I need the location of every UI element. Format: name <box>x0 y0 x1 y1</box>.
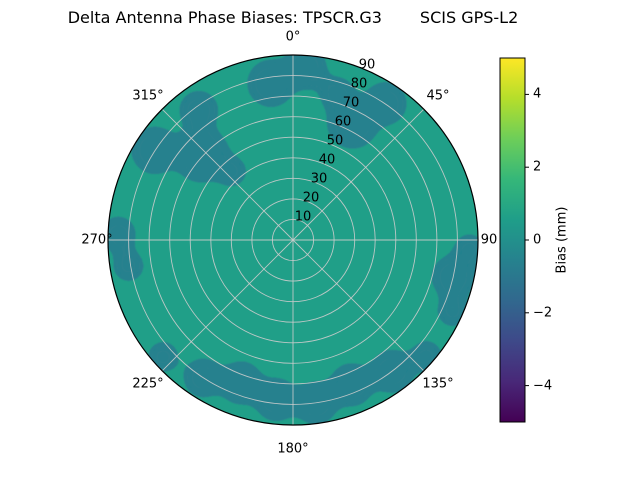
polar-plot-canvas <box>107 54 479 426</box>
colorbar-tick-label-0: 0 <box>533 233 541 248</box>
angular-tick-label-315: 315° <box>132 89 163 104</box>
radial-tick-label-10: 10 <box>295 210 312 225</box>
angular-tick-label-270: 270° <box>81 233 112 248</box>
colorbar-axis-label: Bias (mm) <box>555 207 570 274</box>
angular-tick-label-45: 45° <box>426 89 449 104</box>
chart-title-right: SCIS GPS-L2 <box>419 8 519 27</box>
colorbar-tick-label-neg2: −2 <box>533 306 552 321</box>
angular-tick-label-135: 135° <box>422 377 453 392</box>
colorbar-tick-label-2: 2 <box>533 160 541 175</box>
colorbar-tick-label-neg4: −4 <box>533 379 552 394</box>
radial-tick-label-80: 80 <box>351 77 368 92</box>
radial-tick-label-70: 70 <box>343 96 360 111</box>
angular-tick-label-90: 90 <box>481 233 498 248</box>
chart-title-left: Delta Antenna Phase Biases: TPSCR.G3 <box>67 8 382 27</box>
angular-tick-label-0: 0° <box>286 30 301 45</box>
radial-tick-label-20: 20 <box>303 191 320 206</box>
radial-tick-labels: 10 20 30 40 50 60 70 80 90 <box>295 58 376 225</box>
angular-tick-label-225: 225° <box>132 377 163 392</box>
radial-tick-label-60: 60 <box>335 115 352 130</box>
radial-tick-label-50: 50 <box>327 134 344 149</box>
colorbar-tick-labels: −4 −2 0 2 4 <box>533 87 552 394</box>
radial-tick-label-30: 30 <box>311 172 328 187</box>
angular-tick-labels: 0° 45° 90 135° 180° 225° 270° 315° <box>81 30 497 457</box>
radial-tick-label-90: 90 <box>359 58 376 73</box>
colorbar-tick-label-4: 4 <box>533 87 541 102</box>
colorbar <box>499 57 529 423</box>
angular-tick-label-180: 180° <box>277 442 308 457</box>
radial-tick-label-40: 40 <box>319 153 336 168</box>
chart-title: Delta Antenna Phase Biases: TPSCR.G3 SCI… <box>0 8 586 27</box>
